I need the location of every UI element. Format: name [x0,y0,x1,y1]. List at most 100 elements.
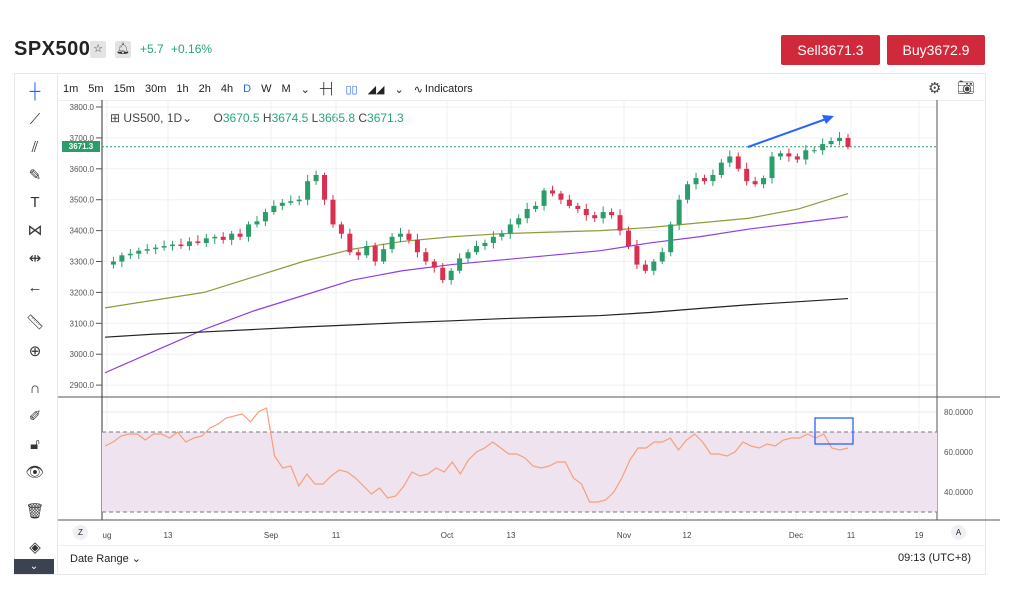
collapse-toolbar-button[interactable]: ⌄ [14,559,54,574]
candle [364,246,370,256]
candle [237,233,243,237]
candle [440,267,446,281]
candle [398,233,404,237]
time-tick: 13 [507,531,516,540]
candle [676,199,682,225]
candle [195,241,201,243]
interval-1m[interactable]: 1m [63,83,79,95]
interval-5m[interactable]: 5m [88,83,104,95]
candle [355,252,361,256]
text-tool-icon[interactable]: T [30,194,40,211]
candle [558,193,564,200]
candle [769,156,775,179]
interval-4h[interactable]: 4h [220,83,234,95]
time-tick: 19 [915,531,924,540]
auto-scale-button[interactable]: A [951,525,966,540]
bar-chart-icon[interactable]: ┼┤ [319,83,336,95]
candle [583,208,589,216]
trend-arrow-drawing[interactable] [747,118,827,148]
candle-chart-icon[interactable]: ▯▯ [345,83,358,96]
lock-drawing-icon[interactable]: ✐ [28,408,42,425]
date-range-dropdown[interactable]: Date Range ⌄ [70,553,141,565]
back-arrow-icon[interactable]: ← [27,279,43,296]
price-tick: 3600.0 [70,165,95,174]
candle [457,258,463,271]
candle [575,205,581,209]
candle [625,230,631,247]
buy-button[interactable]: Buy3672.9 [887,35,985,65]
buy-price: 3672.9 [926,42,970,58]
timezone-display[interactable]: 09:13 (UTC+8) [898,552,972,564]
interval-m[interactable]: M [281,83,291,95]
indicators-button[interactable]: Indicators [424,83,473,95]
interval-2h[interactable]: 2h [198,83,211,95]
add-symbol-icon[interactable]: ⊞ [110,111,121,125]
chevron-down-icon[interactable]: ⌄ [394,83,404,96]
settings-icon[interactable]: ⚙ [928,80,942,97]
eye-icon[interactable]: 👁︎ [25,464,45,481]
brush-icon[interactable]: ✎ [28,167,42,184]
low-label: L [311,111,319,125]
ruler-icon[interactable]: 📏︎ [25,314,45,331]
pattern-icon[interactable]: ⋈ [27,222,43,239]
rectangle-drawing[interactable] [814,417,854,445]
candle [786,153,792,157]
rsi-line [104,407,849,503]
candle [533,205,539,209]
time-tick: ug [103,531,112,540]
candle [507,224,513,234]
candle [516,218,522,225]
layers-icon[interactable]: ◈ [29,539,41,556]
open-label: O [213,111,223,125]
indicators-icon[interactable]: ∿ [413,83,423,96]
candle [651,261,657,271]
price-tick: 3100.0 [70,319,95,328]
candle [727,156,733,163]
candle [735,156,741,169]
fib-tool-icon[interactable]: ⫽ [31,139,39,156]
price-tick: 3000.0 [70,350,95,359]
candle [288,201,294,203]
candle [448,270,454,281]
candle [541,190,547,206]
candle [701,178,707,182]
close-value: 3671.3 [367,111,404,125]
candle [372,246,378,262]
trash-icon[interactable]: 🗑︎ [25,503,45,520]
interval-1h[interactable]: 1h [176,83,189,95]
candle [642,264,648,271]
bell-icon[interactable]: 🔔︎ [115,41,131,58]
measure-range-icon[interactable]: ⇹ [28,250,42,267]
interval-15m[interactable]: 15m [113,83,135,95]
crosshair-icon[interactable]: ┼ [29,83,41,100]
legend-symbol[interactable]: US500, 1D [123,111,183,125]
area-chart-icon[interactable]: ◢◢ [367,83,385,96]
camera-icon[interactable]: 📷︎ [957,79,975,95]
interval-w[interactable]: W [261,83,272,95]
zoom-in-icon[interactable]: ⊕ [28,343,42,360]
zoom-reset-button[interactable]: Z [73,525,88,540]
price-tick: 3700.0 [70,134,95,143]
unlock-icon[interactable]: 🔓︎ [30,436,40,453]
star-icon[interactable]: ☆ [90,41,106,58]
current-price-label: 3671.3 [62,141,100,152]
trend-line-icon[interactable]: ⟋ [29,111,41,128]
interval-30m[interactable]: 30m [144,83,167,95]
candle [685,184,691,200]
time-tick: 12 [683,531,692,540]
magnet-icon[interactable]: ∩ [29,380,41,397]
sell-button[interactable]: Sell3671.3 [781,35,880,65]
candle [752,181,758,185]
price-change-percent: +0.16% [171,42,213,56]
chevron-down-icon[interactable]: ⌄ [182,111,193,125]
high-value: 3674.5 [271,111,309,125]
rsi-tick: 60.0000 [944,448,973,457]
candle [490,236,496,243]
price-tick: 3300.0 [70,258,95,267]
interval-d[interactable]: D [243,83,252,95]
chevron-down-icon[interactable]: ⌄ [300,83,310,96]
candle [229,233,235,240]
candle [110,261,116,265]
candle [305,181,311,200]
